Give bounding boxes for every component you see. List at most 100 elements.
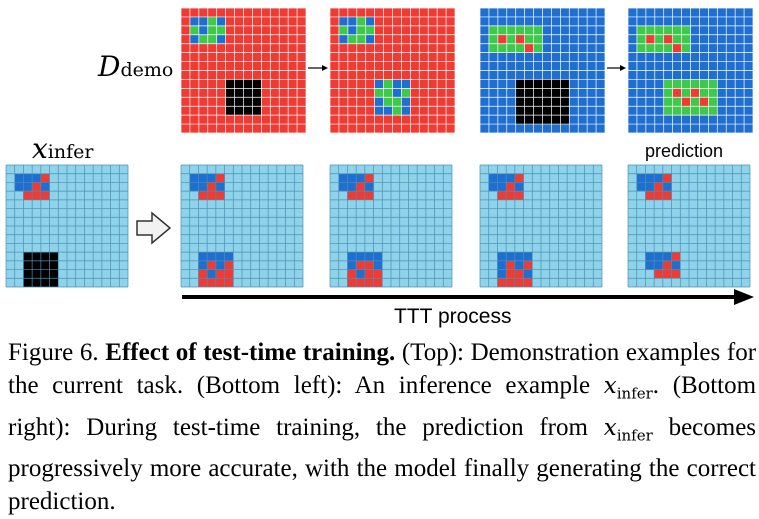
grid-cell — [506, 25, 516, 35]
grid-cell — [663, 79, 673, 89]
grid-ttt-3 — [479, 164, 603, 288]
grid-cell — [198, 25, 208, 35]
grid-cell — [215, 278, 225, 287]
grid-cell — [636, 43, 646, 53]
grid-cell — [645, 252, 655, 261]
grid-cell — [347, 278, 357, 287]
grid-cell — [506, 43, 516, 53]
grid-cell — [671, 260, 681, 270]
grid-cell — [645, 173, 655, 183]
grid-cell — [224, 260, 234, 270]
grid-cell — [681, 106, 691, 116]
grid-cell — [708, 106, 718, 116]
grid-cell — [645, 43, 655, 53]
grid-cell — [514, 269, 524, 279]
grid-cell — [488, 43, 498, 53]
grid-cell — [636, 34, 646, 44]
grid-cell — [347, 25, 357, 35]
grid-demo-output-2 — [627, 7, 754, 134]
grid-cell — [681, 79, 691, 89]
grid-cell — [663, 25, 673, 35]
grid-cell — [654, 252, 663, 261]
grid-ttt-2 — [329, 164, 453, 288]
grid-cell — [356, 278, 365, 287]
d-demo-label: Ddemo — [98, 50, 173, 83]
grid-cell — [672, 97, 682, 107]
caption-top-text: Demonstration examples for the current t… — [8, 339, 757, 399]
grid-cell — [374, 88, 384, 98]
grid-cell — [497, 269, 507, 279]
grid-cell — [662, 173, 672, 183]
x-infer-label: xinfer — [32, 132, 93, 165]
grid-cell — [23, 173, 33, 183]
figure-area: Ddemo xinfer prediction TTT process — [5, 7, 754, 328]
grid-cell — [224, 269, 234, 279]
grid-cell — [207, 182, 216, 192]
grid-cell — [198, 278, 208, 287]
grid-cell — [224, 278, 234, 287]
grid-cell — [514, 252, 524, 261]
grid-cell — [662, 252, 672, 261]
grid-cell — [373, 269, 383, 279]
grid-cell — [383, 88, 393, 98]
grid-cell — [189, 16, 199, 26]
grid-demo-input-1 — [180, 7, 307, 134]
grid-cell — [216, 16, 226, 26]
d-demo-sub: demo — [120, 59, 174, 81]
grid-cell — [392, 106, 402, 116]
grid-cell — [356, 191, 365, 200]
grid-cell — [663, 88, 673, 98]
grid-cell — [347, 260, 357, 270]
grid-cell — [533, 34, 543, 44]
grid-cell — [672, 34, 682, 44]
grid-cell — [645, 260, 655, 270]
grid-cell — [506, 252, 515, 261]
grid-cell — [514, 182, 524, 192]
grid-cell — [524, 34, 534, 44]
grid-cell — [497, 182, 507, 192]
grid-cell — [198, 269, 208, 279]
grid-cell — [365, 34, 375, 44]
grid-cell — [401, 97, 411, 107]
grid-cell — [215, 191, 225, 200]
infer-arrow-icon — [136, 211, 172, 245]
grid-cell — [654, 269, 663, 279]
grid-cell — [497, 25, 507, 35]
grid-cell — [364, 252, 374, 261]
grid-cell — [198, 34, 208, 44]
grid-cell — [636, 182, 646, 192]
grid-cell — [207, 34, 217, 44]
grid-cell — [488, 25, 498, 35]
grid-cell — [672, 79, 682, 89]
grid-cell — [671, 252, 681, 261]
grid-cell — [373, 252, 383, 261]
d-demo-main: D — [98, 50, 121, 83]
grid-cell — [189, 25, 199, 35]
grid-cell — [224, 252, 234, 261]
grid-cell — [497, 43, 507, 53]
grid-cell — [364, 173, 374, 183]
grid-cell — [506, 269, 515, 279]
grid-cell — [215, 269, 225, 279]
grid-cell — [189, 173, 199, 183]
grid-cell — [506, 278, 515, 287]
grid-cell — [672, 25, 682, 35]
grid-cell — [40, 173, 50, 183]
grid-cell — [338, 25, 348, 35]
x-infer-sub: infer — [47, 141, 94, 163]
grid-cell — [506, 182, 515, 192]
caption-bottom-right-label: (Bottom right): — [8, 372, 757, 441]
grid-cell — [506, 173, 515, 183]
grid-cell — [14, 173, 24, 183]
grid-cell — [699, 79, 709, 89]
grid-cell — [681, 34, 691, 44]
grid-cell — [497, 278, 507, 287]
grid-cell — [506, 34, 516, 44]
grid-cell — [662, 260, 672, 270]
grid-cell — [654, 43, 664, 53]
grid-cell — [198, 191, 208, 200]
prediction-label: prediction — [645, 141, 724, 161]
grid-cell — [374, 97, 384, 107]
demo-arrow-2 — [607, 65, 626, 71]
grid-cell — [524, 43, 534, 53]
